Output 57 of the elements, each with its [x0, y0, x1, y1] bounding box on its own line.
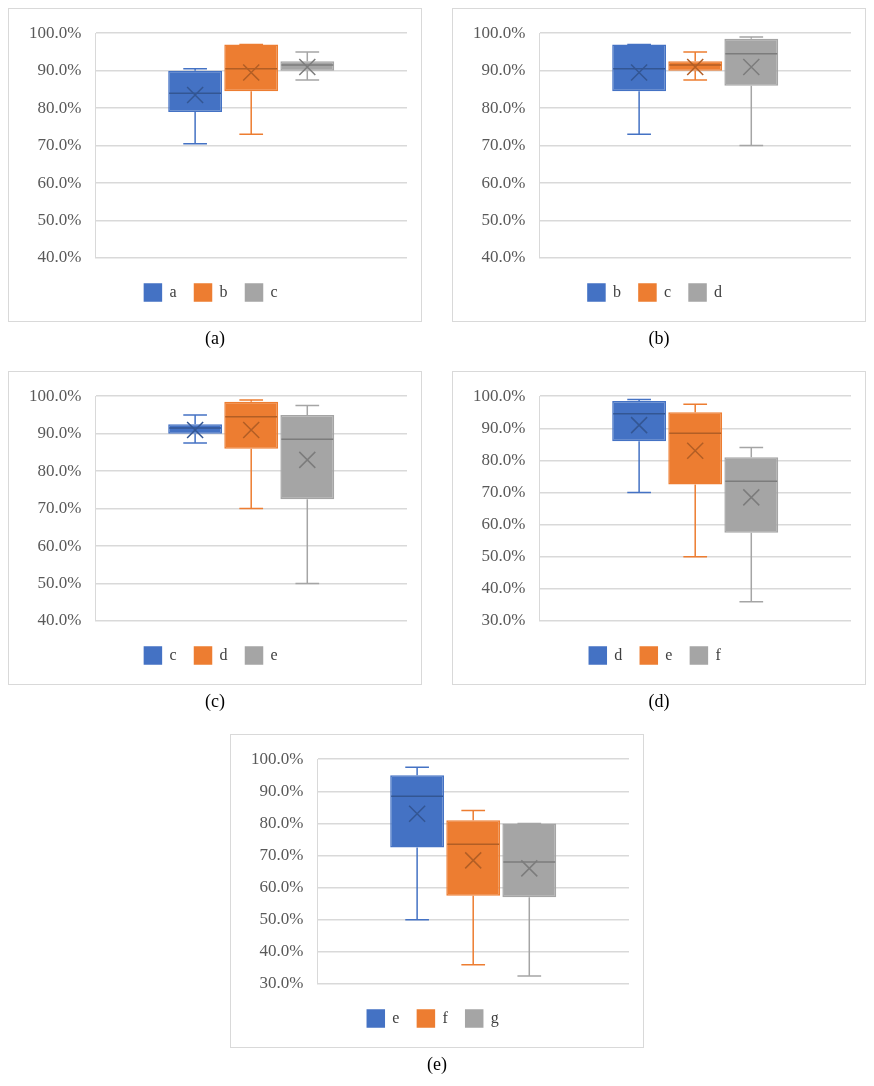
y-tick-label: 40.0%: [481, 247, 526, 267]
y-tick-label: 30.0%: [259, 973, 304, 993]
y-tick-label: 40.0%: [481, 578, 526, 598]
y-tick-label: 70.0%: [37, 135, 82, 155]
legend-label: d: [714, 282, 723, 300]
legend-label: f: [715, 645, 722, 663]
y-tick-label: 80.0%: [37, 97, 82, 117]
text: (d): [647, 691, 671, 712]
y-tick-label: 80.0%: [259, 812, 304, 832]
y-tick-label: 50.0%: [37, 573, 82, 592]
legend-label: a: [169, 282, 177, 300]
y-tick-label: 50.0%: [37, 210, 82, 229]
text: (c): [204, 691, 226, 712]
y-tick-label: 50.0%: [481, 210, 526, 229]
y-tick-label: 40.0%: [259, 941, 304, 961]
y-tick-label: 70.0%: [37, 498, 82, 518]
y-tick-label: 90.0%: [259, 780, 304, 800]
legend-label: b: [612, 282, 621, 300]
y-tick-label: 100.0%: [472, 22, 526, 42]
y-tick-label: 90.0%: [481, 60, 526, 80]
y-tick-label: 70.0%: [481, 482, 526, 502]
legend-label: d: [614, 645, 623, 663]
y-tick-label: 90.0%: [481, 417, 526, 437]
y-tick-label: 80.0%: [481, 97, 526, 117]
y-tick-label: 60.0%: [37, 535, 82, 555]
y-tick-label: 80.0%: [37, 460, 82, 480]
legend-label: c: [270, 282, 278, 300]
y-tick-label: 40.0%: [37, 247, 82, 267]
legend-label: e: [392, 1008, 400, 1026]
y-tick-label: 100.0%: [28, 22, 82, 42]
y-tick-label: 80.0%: [481, 449, 526, 469]
legend-label: e: [665, 645, 673, 663]
y-tick-label: 70.0%: [259, 845, 304, 865]
y-tick-label: 90.0%: [37, 423, 82, 443]
y-tick-label: 60.0%: [481, 514, 526, 534]
y-tick-label: 60.0%: [481, 172, 526, 192]
legend-label: f: [442, 1008, 449, 1026]
text: (a): [204, 328, 226, 349]
y-tick-label: 100.0%: [250, 748, 304, 768]
legend-label: d: [219, 645, 228, 663]
y-tick-label: 100.0%: [28, 385, 82, 405]
y-tick-label: 90.0%: [37, 60, 82, 80]
legend-label: c: [169, 645, 177, 663]
legend-label: c: [663, 282, 672, 300]
y-tick-label: 60.0%: [37, 172, 82, 192]
legend-label: e: [270, 645, 278, 663]
text: (e): [426, 1054, 448, 1075]
legend-label: b: [219, 282, 228, 300]
y-tick-label: 40.0%: [37, 610, 82, 630]
legend-label: g: [490, 1008, 499, 1027]
y-tick-label: 50.0%: [481, 546, 526, 566]
y-tick-label: 50.0%: [259, 909, 304, 929]
text: (b): [647, 328, 671, 349]
y-tick-label: 60.0%: [259, 877, 304, 897]
y-tick-label: 30.0%: [481, 610, 526, 630]
y-tick-label: 100.0%: [472, 385, 526, 405]
y-tick-label: 70.0%: [481, 135, 526, 155]
